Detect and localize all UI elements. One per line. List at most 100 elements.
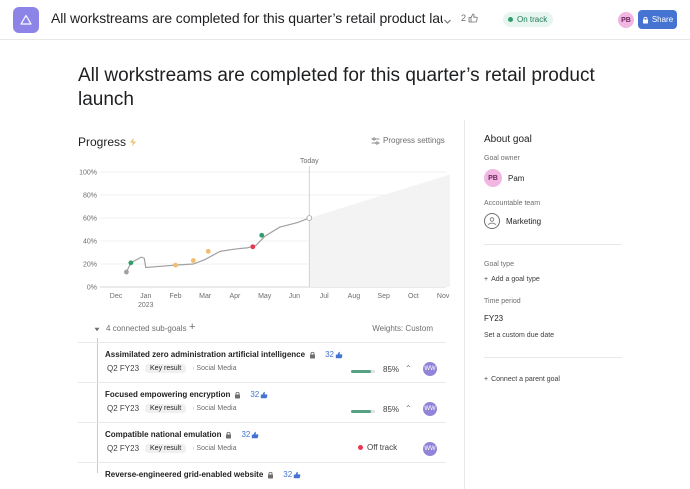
accountable-team[interactable]: Marketing — [484, 213, 541, 229]
data-point — [173, 262, 178, 268]
status-badge: Off track — [358, 443, 397, 452]
like-count[interactable]: 32 — [250, 390, 268, 399]
y-tick-label: 0% — [87, 285, 97, 292]
share-button[interactable]: Share — [638, 10, 677, 29]
subgoal-title[interactable]: Reverse-engineered grid-enabled website … — [105, 470, 301, 479]
owner-name: Pam — [508, 173, 525, 183]
caret-up-icon: ⌃ — [405, 404, 412, 413]
thumbs-up-icon — [252, 431, 259, 438]
key-result-badge: Key result — [145, 404, 187, 413]
like-button[interactable]: 2 — [461, 13, 478, 23]
y-tick-label: 20% — [83, 262, 97, 269]
tree-connector — [97, 338, 98, 473]
subgoal-team: · Social Media — [192, 405, 237, 412]
data-point — [259, 232, 265, 238]
time-period-value[interactable]: FY23 — [484, 314, 504, 323]
subgoal-meta: Q2 FY23 Key result · Social Media — [107, 404, 237, 413]
team-name: Marketing — [506, 216, 542, 226]
x-tick-label: Sep — [377, 293, 390, 300]
lock-icon — [235, 391, 241, 398]
collapse-caret-icon[interactable] — [94, 325, 100, 334]
thumbs-up-icon — [261, 391, 268, 398]
goal-owner[interactable]: PB Pam — [484, 169, 524, 187]
subgoal-period: Q2 FY23 — [107, 364, 140, 373]
progress-bar — [351, 410, 375, 413]
x-tick-label: Apr — [230, 293, 242, 300]
y-tick-label: 80% — [83, 193, 97, 200]
add-goal-type-button[interactable]: + Add a goal type — [484, 276, 540, 283]
subgoal-title[interactable]: Focused empowering encryption 32 — [105, 390, 268, 399]
assignee-avatar[interactable]: WW — [423, 402, 437, 416]
assignee-avatar[interactable]: WW — [423, 442, 437, 456]
x-tick-label: Nov — [437, 293, 450, 300]
status-label: On track — [517, 15, 548, 24]
data-point — [128, 260, 134, 266]
x-tick-label: Oct — [408, 293, 419, 300]
x-tick-label: Feb — [169, 293, 181, 300]
like-count: 2 — [461, 13, 467, 23]
x-tick-label: Jan — [140, 293, 151, 300]
lock-icon — [310, 351, 316, 358]
weights-setting[interactable]: Weights: Custom — [372, 324, 433, 333]
caret-up-icon: ⌃ — [405, 364, 412, 373]
progress-label: Progress — [78, 135, 127, 149]
x-tick-label: 2023 — [138, 302, 154, 309]
subgoal-period: Q2 FY23 — [107, 404, 140, 413]
like-count[interactable]: 32 — [325, 350, 343, 359]
status-badge[interactable]: On track — [503, 12, 554, 27]
share-label: Share — [651, 15, 674, 24]
subgoal-row[interactable]: Reverse-engineered grid-enabled website … — [78, 462, 446, 489]
goal-owner-label: Goal owner — [484, 155, 520, 162]
goal-type-label: Goal type — [484, 261, 514, 268]
status-dot — [358, 445, 363, 450]
page-title: All workstreams are completed for this q… — [78, 65, 595, 110]
avatar: PB — [484, 169, 502, 187]
goal-title[interactable]: All workstreams are completed for this q… — [51, 10, 443, 26]
like-count[interactable]: 32 — [283, 470, 301, 479]
team-icon — [484, 213, 500, 229]
settings-sliders-icon — [371, 136, 380, 145]
projection-area — [309, 174, 450, 287]
data-point — [250, 244, 256, 250]
x-tick-label: Mar — [199, 293, 212, 300]
divider — [484, 357, 622, 358]
progress-percent: 85% — [383, 365, 400, 374]
subgoal-row[interactable]: Assimilated zero administration artifici… — [78, 342, 446, 382]
data-point — [205, 248, 211, 254]
progress-percent: 85% — [383, 405, 400, 414]
about-goal-title: About goal — [484, 134, 532, 145]
y-tick-label: 40% — [83, 239, 97, 246]
series-line — [125, 217, 310, 273]
progress-bar — [351, 370, 375, 373]
subgoals-header: 4 connected sub-goals + Weights: Custom — [78, 321, 446, 336]
lightning-icon — [130, 137, 137, 147]
set-due-date-button[interactable]: Set a custom due date — [484, 332, 555, 339]
subgoal-title[interactable]: Compatible national emulation 32 — [105, 430, 259, 439]
goal-triangle-icon[interactable] — [13, 7, 39, 33]
chevron-down-icon[interactable] — [443, 13, 452, 31]
progress-heading: Progress — [78, 135, 137, 149]
subgoal-period: Q2 FY23 — [107, 444, 140, 453]
time-period-label: Time period — [484, 298, 521, 305]
status-dot — [508, 17, 513, 22]
x-tick-label: Jul — [320, 293, 329, 300]
subgoal-row[interactable]: Focused empowering encryption 32 Q2 FY23… — [78, 382, 446, 422]
lock-icon — [642, 16, 648, 23]
thumbs-up-icon — [468, 13, 478, 23]
subgoals-count[interactable]: 4 connected sub-goals — [106, 324, 187, 333]
subgoal-row[interactable]: Compatible national emulation 32 Q2 FY23… — [78, 422, 446, 462]
avatar[interactable]: PB — [618, 12, 634, 28]
x-tick-label: Dec — [110, 293, 123, 300]
add-subgoal-icon[interactable]: + — [189, 321, 196, 333]
progress-settings-button[interactable]: Progress settings — [371, 136, 445, 145]
subgoal-team: · Social Media — [192, 445, 237, 452]
subgoal-title[interactable]: Assimilated zero administration artifici… — [105, 350, 343, 359]
about-goal-panel: About goal Goal owner PB Pam Accountable… — [464, 120, 690, 489]
thumbs-up-icon — [335, 351, 343, 358]
data-point — [124, 269, 129, 275]
connect-parent-goal-button[interactable]: + Connect a parent goal — [484, 376, 560, 383]
y-tick-label: 60% — [83, 216, 97, 223]
assignee-avatar[interactable]: WW — [423, 362, 437, 376]
thumbs-up-icon — [293, 471, 301, 478]
like-count[interactable]: 32 — [241, 430, 259, 439]
